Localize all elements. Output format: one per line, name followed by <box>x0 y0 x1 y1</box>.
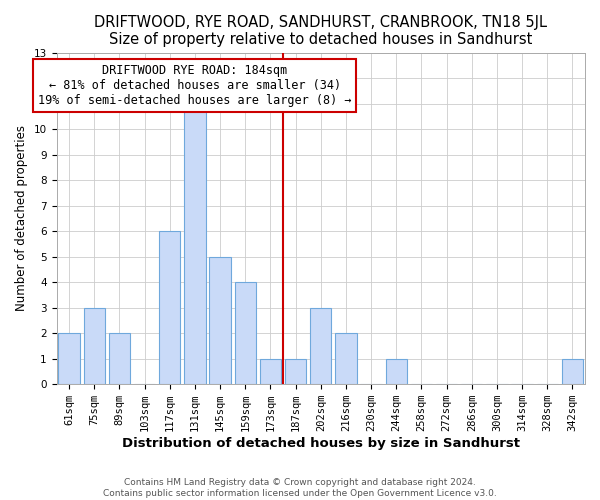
Bar <box>260 358 281 384</box>
Bar <box>58 333 80 384</box>
Bar <box>209 256 231 384</box>
Bar <box>310 308 331 384</box>
Title: DRIFTWOOD, RYE ROAD, SANDHURST, CRANBROOK, TN18 5JL
Size of property relative to: DRIFTWOOD, RYE ROAD, SANDHURST, CRANBROO… <box>94 15 547 48</box>
Bar <box>109 333 130 384</box>
Y-axis label: Number of detached properties: Number of detached properties <box>15 126 28 312</box>
Bar <box>335 333 356 384</box>
Bar <box>562 358 583 384</box>
X-axis label: Distribution of detached houses by size in Sandhurst: Distribution of detached houses by size … <box>122 437 520 450</box>
Text: DRIFTWOOD RYE ROAD: 184sqm
← 81% of detached houses are smaller (34)
19% of semi: DRIFTWOOD RYE ROAD: 184sqm ← 81% of deta… <box>38 64 352 107</box>
Bar <box>184 104 206 384</box>
Bar <box>83 308 105 384</box>
Text: Contains HM Land Registry data © Crown copyright and database right 2024.
Contai: Contains HM Land Registry data © Crown c… <box>103 478 497 498</box>
Bar <box>386 358 407 384</box>
Bar <box>159 231 181 384</box>
Bar <box>235 282 256 384</box>
Bar <box>285 358 306 384</box>
